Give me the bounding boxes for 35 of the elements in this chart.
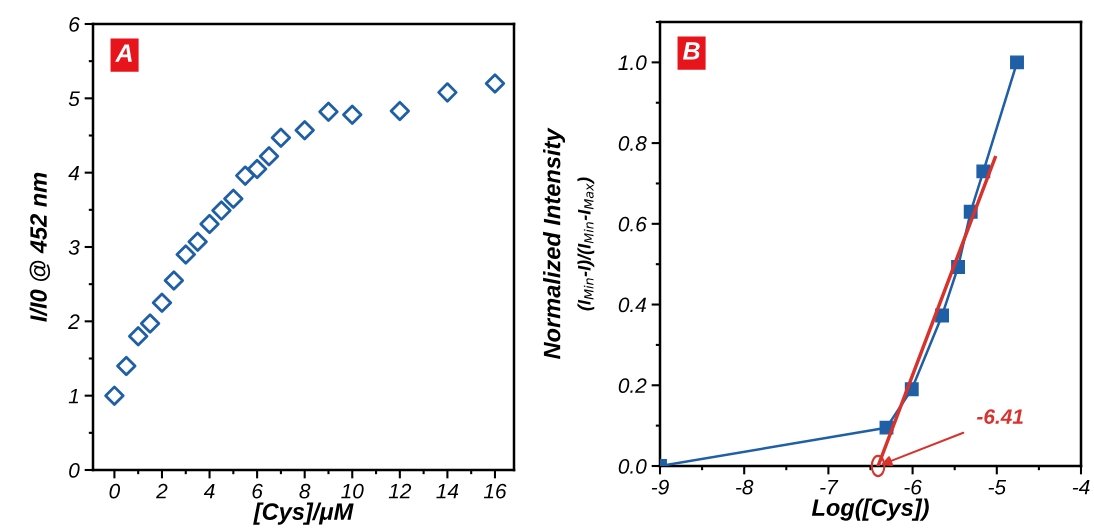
x-axis-title: Log([Cys]): [811, 498, 929, 521]
y-tick-label: 2: [68, 314, 80, 329]
y-tick-label: 0.8: [618, 136, 647, 151]
y-axis-title: Normalized Intensity (I$_{Min}$-I)/(I$_{Min}$-I$_{Max}$): [543, 127, 595, 360]
annotation: -6.41: [977, 409, 1023, 424]
y-tick-label: 3: [68, 240, 80, 255]
y-tick-label: 0.6: [618, 216, 647, 232]
x-tick-label: 10: [341, 483, 364, 499]
x-tick-label: 2: [156, 483, 168, 499]
x-tick-label: 4: [203, 483, 215, 499]
y-tick-label: 4: [68, 165, 80, 181]
annotation: B: [682, 42, 700, 60]
y-tick-label: 1: [68, 388, 79, 404]
x-axis-title: [Cys]/μM: [253, 502, 354, 525]
x-tick-label: -6: [904, 479, 922, 495]
x-tick-label: 6: [252, 483, 263, 499]
x-tick-label: -8: [736, 479, 754, 495]
y-tick-label: 0.4: [618, 297, 647, 313]
annotation: A: [115, 44, 132, 62]
x-tick-label: 16: [483, 483, 507, 499]
y-tick-label: 1.0: [618, 55, 647, 71]
x-tick-label: -9: [651, 479, 669, 495]
y-tick-label: 5: [68, 91, 80, 107]
x-tick-label: -7: [820, 479, 839, 495]
y-tick-label: 0.0: [618, 459, 647, 474]
y-tick-label: 0: [69, 463, 80, 478]
x-tick-label: 8: [299, 483, 311, 499]
y-axis-title: I/I0 @ 452 nm: [29, 172, 51, 322]
x-tick-label: 0: [109, 483, 121, 499]
y-tick-label: 6: [69, 17, 80, 32]
x-tick-label: 12: [388, 483, 412, 499]
x-tick-label: -4: [1072, 479, 1090, 495]
x-tick-label: -5: [988, 479, 1007, 495]
y-tick-label: 0.2: [618, 378, 647, 394]
x-tick-label: 14: [436, 483, 459, 499]
